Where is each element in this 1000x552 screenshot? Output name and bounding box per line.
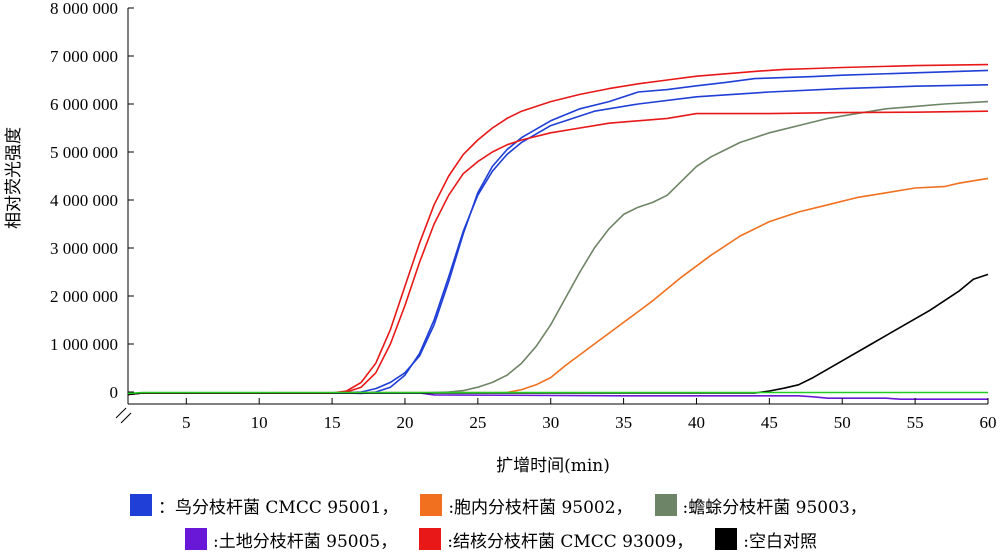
x-tick-label: 50 <box>834 413 851 432</box>
axes <box>115 8 988 424</box>
legend-swatch <box>654 494 677 516</box>
legend: ：鸟分枝杆菌 CMCC 95001， :胞内分枝杆菌 95002， :蟾蜍分枝杆菌 … <box>0 488 1000 552</box>
y-tick-label: 4 000 000 <box>50 191 118 210</box>
series-line-3 <box>127 177 989 396</box>
y-tick-label: 7 000 000 <box>50 47 118 66</box>
legend-swatch <box>130 494 152 516</box>
x-tick-label: 35 <box>615 413 632 432</box>
legend-label: :空白对照 <box>743 531 817 552</box>
x-tick-label: 60 <box>980 413 997 432</box>
legend-item: :空白对照 <box>715 527 817 552</box>
x-axis-title: 扩增时间(min) <box>496 456 610 476</box>
series-line-7 <box>127 63 989 396</box>
legend-row-2: :土地分枝杆菌 95005， :结核分枝杆菌 CMCC 93009， :空白对照 <box>185 526 839 552</box>
legend-item: :蟾蜍分枝杆菌 95003， <box>654 493 867 518</box>
x-tick-label: 20 <box>396 413 413 432</box>
legend-swatch <box>419 528 442 550</box>
legend-swatch <box>420 494 443 516</box>
y-axis-title: 相对荧光强度 <box>4 127 24 229</box>
axis-break-mark <box>115 406 137 424</box>
y-tick-label: 1 000 000 <box>50 335 118 354</box>
x-tick-label: 25 <box>469 413 486 432</box>
series-layer <box>127 63 989 401</box>
x-tick-label: 15 <box>324 413 341 432</box>
axis-break-stroke <box>115 407 127 419</box>
x-tick-label: 10 <box>251 413 268 432</box>
legend-swatch <box>715 528 738 550</box>
y-tick-label: 6 000 000 <box>50 95 118 114</box>
x-tick-label: 55 <box>907 413 924 432</box>
y-tick-label: 2 000 000 <box>50 287 118 306</box>
axis-break-stroke <box>120 412 132 424</box>
chart: 0 1 000 000 2 000 000 3 000 000 4 000 000 5 0… <box>4 0 997 476</box>
legend-item: :胞内分枝杆菌 95002， <box>420 493 633 518</box>
y-tick-label: 8 000 000 <box>50 0 118 18</box>
legend-label: :胞内分枝杆菌 95002， <box>448 497 633 518</box>
legend-item: ：鸟分枝杆菌 CMCC 95001， <box>130 493 398 518</box>
axis-break-gap <box>119 406 137 422</box>
legend-label: ：鸟分枝杆菌 CMCC 95001， <box>158 497 399 518</box>
series-line-8 <box>127 273 989 396</box>
legend-row-1: ：鸟分枝杆菌 CMCC 95001， :胞内分枝杆菌 95002， :蟾蜍分枝杆菌 … <box>130 492 889 518</box>
y-tick-label: 5 000 000 <box>50 143 118 162</box>
y-tick-label: 0 <box>110 383 119 402</box>
series-line-5 <box>127 392 988 401</box>
legend-swatch <box>185 528 207 550</box>
legend-item: :结核分枝杆菌 CMCC 93009， <box>419 527 693 552</box>
legend-item: :土地分枝杆菌 95005， <box>185 527 397 552</box>
legend-label: :结核分枝杆菌 CMCC 93009， <box>447 531 694 552</box>
series-line-6 <box>127 110 989 396</box>
x-tick-label: 40 <box>688 413 705 432</box>
legend-label: :土地分枝杆菌 95005， <box>213 531 398 552</box>
x-tick-label: 30 <box>542 413 559 432</box>
x-tick-label: 5 <box>182 413 191 432</box>
series-line-4 <box>127 100 989 396</box>
series-line-9 <box>127 391 988 395</box>
ticks-layer: 0 1 000 000 2 000 000 3 000 000 4 000 000 5 0… <box>50 0 997 432</box>
legend-label: :蟾蜍分枝杆菌 95003， <box>682 497 867 518</box>
y-tick-label: 3 000 000 <box>50 239 118 258</box>
series-line-2 <box>332 69 989 394</box>
x-tick-label: 45 <box>761 413 778 432</box>
